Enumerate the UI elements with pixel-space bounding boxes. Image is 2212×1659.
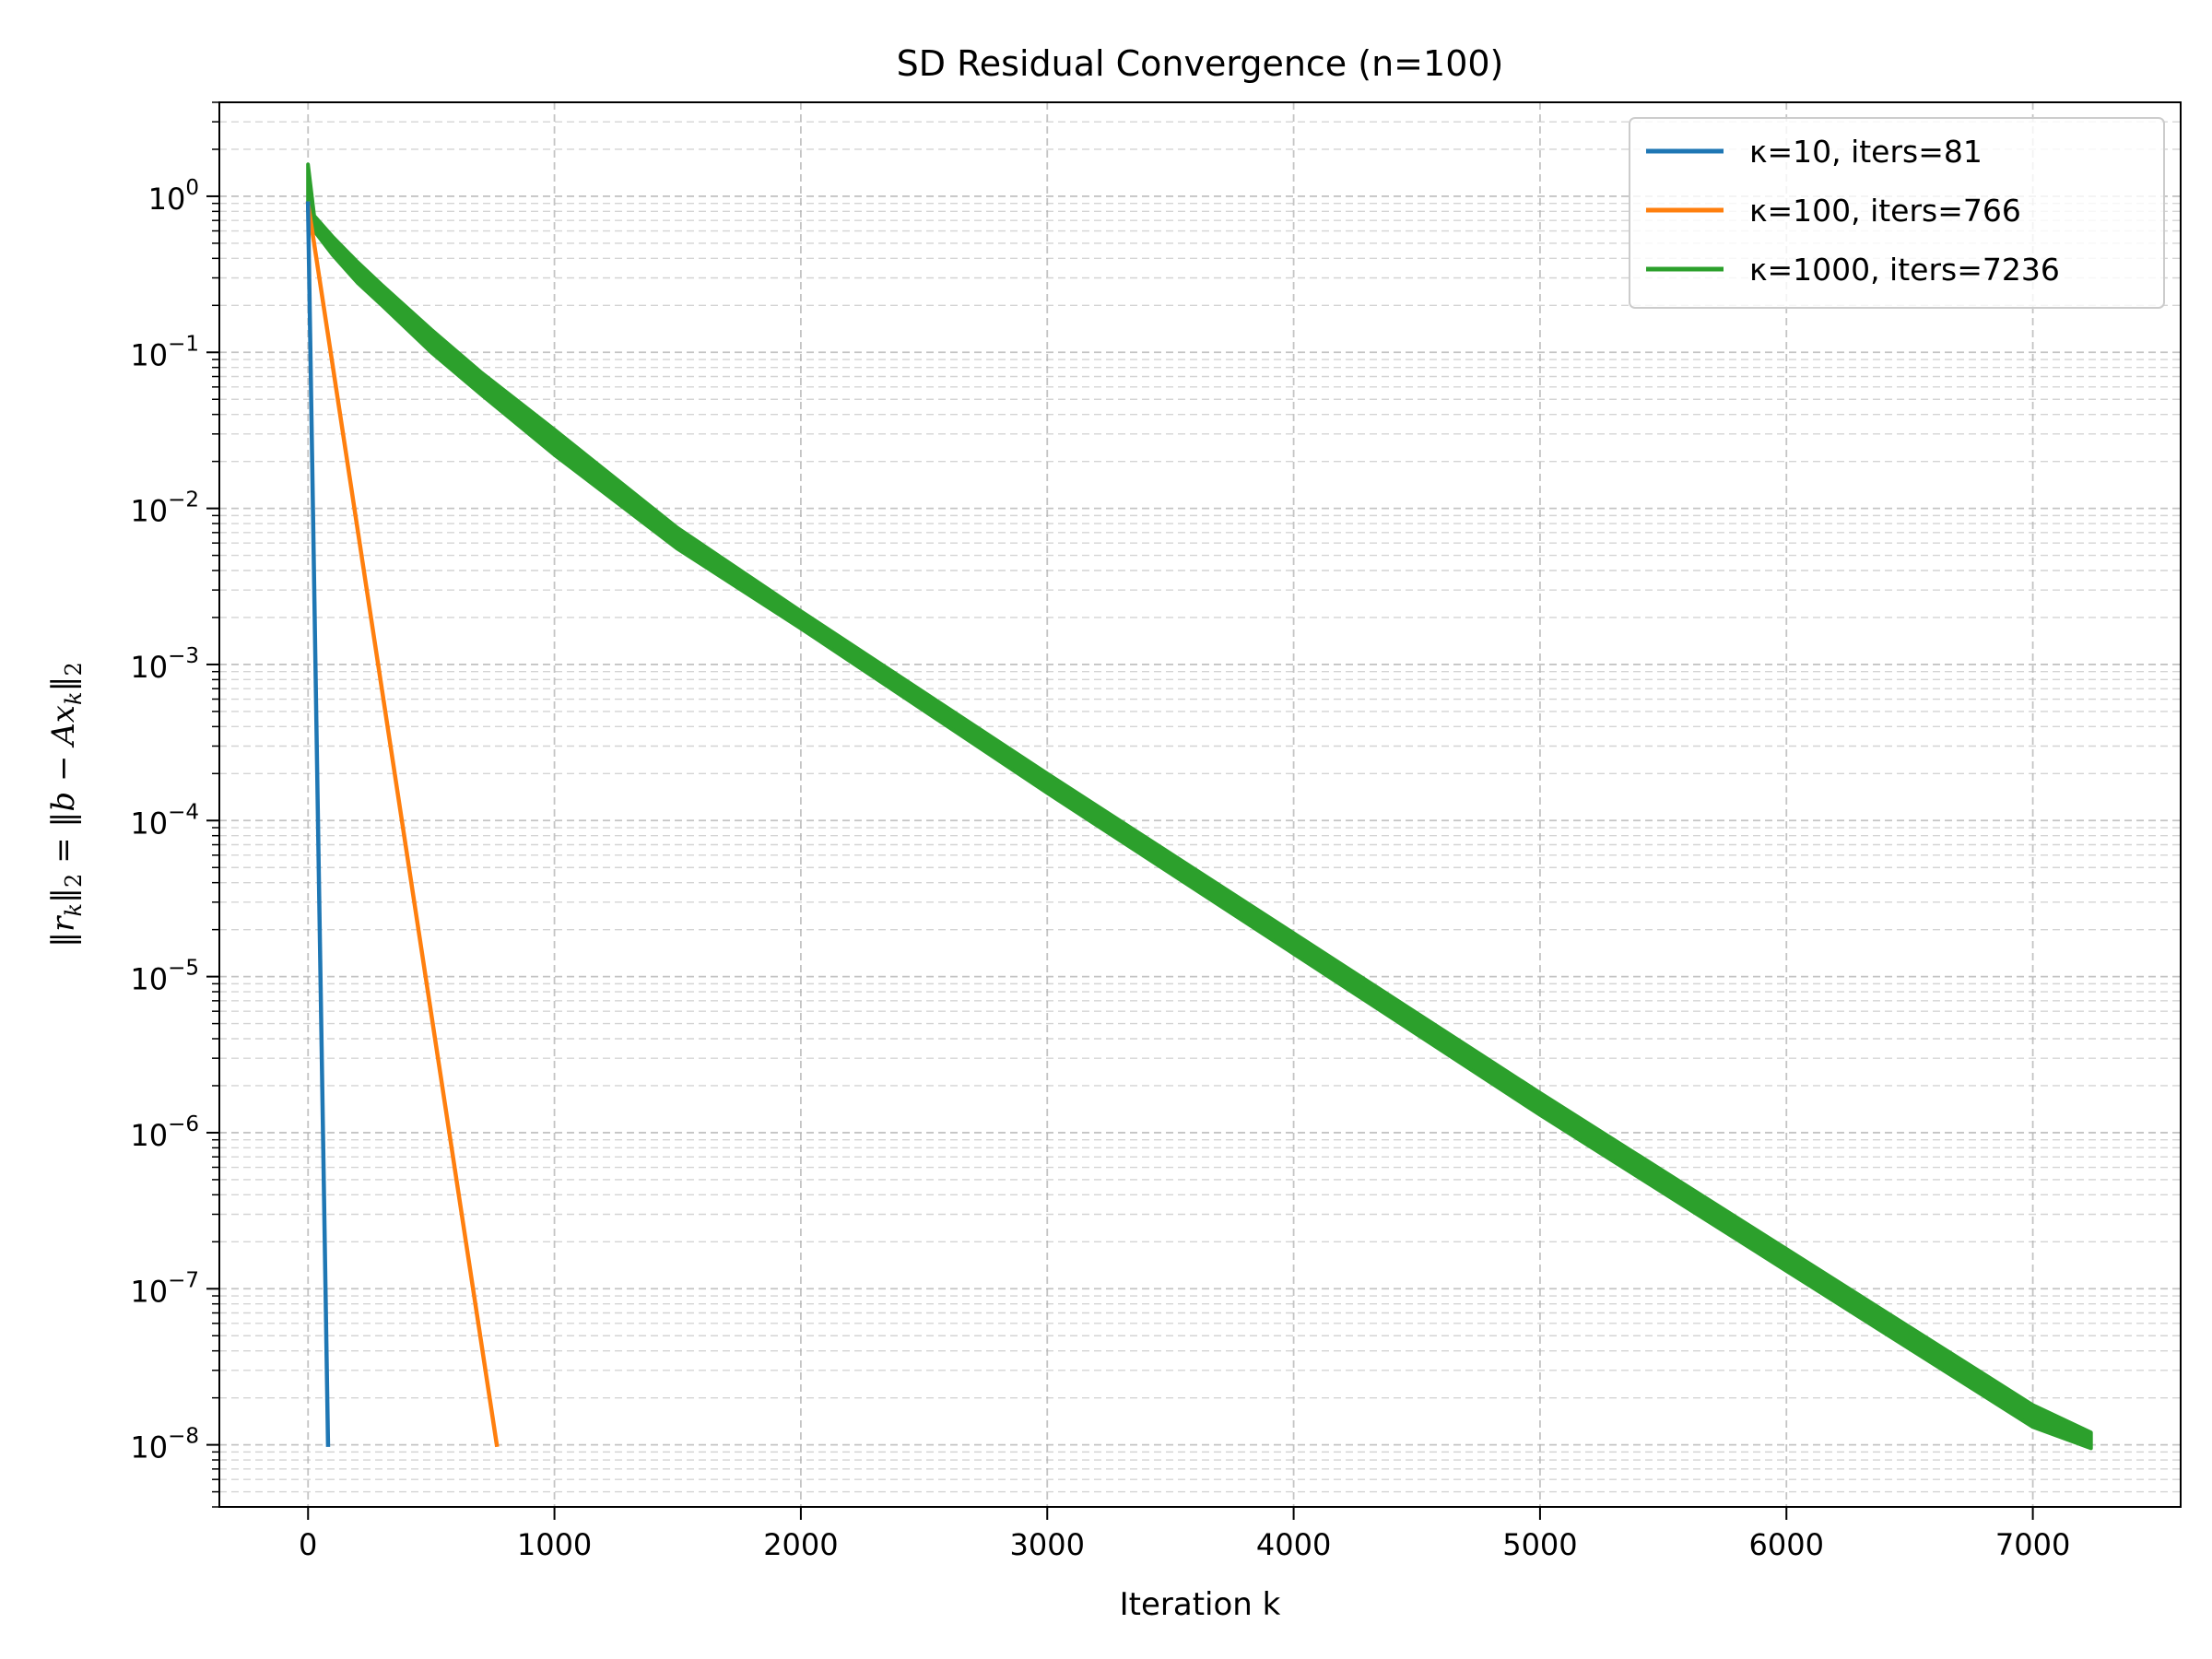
x-tick-label: 2000 <box>763 1527 838 1562</box>
x-tick-label: 0 <box>299 1527 317 1562</box>
x-axis-label: Iteration k <box>1120 1586 1281 1623</box>
svg-text:‖rk‖2 = ‖b − Axk‖2: ‖rk‖2 = ‖b − Axk‖2 <box>45 662 87 947</box>
ylabel-lhs-sub: k <box>61 903 87 917</box>
y-tick-label: 10−4 <box>130 800 199 841</box>
y-tick-label: 10−2 <box>130 488 199 529</box>
x-tick-label: 1000 <box>517 1527 592 1562</box>
series-10-line <box>305 201 331 1447</box>
y-axis-label: ‖rk‖2 = ‖b − Axk‖2 <box>45 662 87 947</box>
ylabel-rhs-b: b <box>45 792 82 812</box>
x-tick-label: 5000 <box>1502 1527 1577 1562</box>
ylabel-rhs-ax: Ax <box>45 705 82 748</box>
legend-box <box>1629 117 2165 309</box>
ylabel-lhs-close: ‖ <box>45 888 82 903</box>
y-tick-label: 10−1 <box>130 332 199 372</box>
y-tick-label: 10−5 <box>130 957 199 997</box>
y-tick-label: 10−3 <box>130 644 199 685</box>
ylabel-rhs-open: ‖ <box>45 812 82 828</box>
ylabel-lhs-var: r <box>45 915 82 932</box>
ylabel-rhs-minus: − <box>45 746 82 792</box>
ylabel-lhs-norm-sub: 2 <box>61 874 87 888</box>
y-tick-label: 100 <box>148 176 199 217</box>
y-tick-label: 10−7 <box>130 1268 199 1309</box>
legend: κ=10, iters=81 κ=100, iters=766 κ=1000, it… <box>1629 117 2165 309</box>
x-tick-label: 7000 <box>1995 1527 2070 1562</box>
chart-title: SD Residual Convergence (n=100) <box>897 43 1504 84</box>
ylabel-lhs-open: ‖ <box>45 932 82 947</box>
grid <box>219 101 2181 1508</box>
series-1000-line <box>306 162 2093 1451</box>
ylabel-rhs-sub: k <box>61 691 87 705</box>
ylabel-eq: = <box>45 828 82 874</box>
legend-label: κ=100, iters=766 <box>1749 193 2021 229</box>
series-100-line <box>305 201 500 1448</box>
series-layer <box>305 162 2093 1451</box>
ylabel-rhs-norm-sub: 2 <box>61 662 87 676</box>
y-tick-label: 10−8 <box>130 1425 199 1465</box>
legend-label: κ=10, iters=81 <box>1749 134 1983 170</box>
x-tick-label: 4000 <box>1256 1527 1331 1562</box>
legend-label: κ=1000, iters=7236 <box>1749 252 2060 288</box>
y-tick-label: 10−6 <box>130 1112 199 1153</box>
x-tick-label: 3000 <box>1010 1527 1085 1562</box>
x-tick-label: 6000 <box>1749 1527 1824 1562</box>
plot-frame <box>218 101 2182 1508</box>
ylabel-rhs-close: ‖ <box>45 676 82 691</box>
